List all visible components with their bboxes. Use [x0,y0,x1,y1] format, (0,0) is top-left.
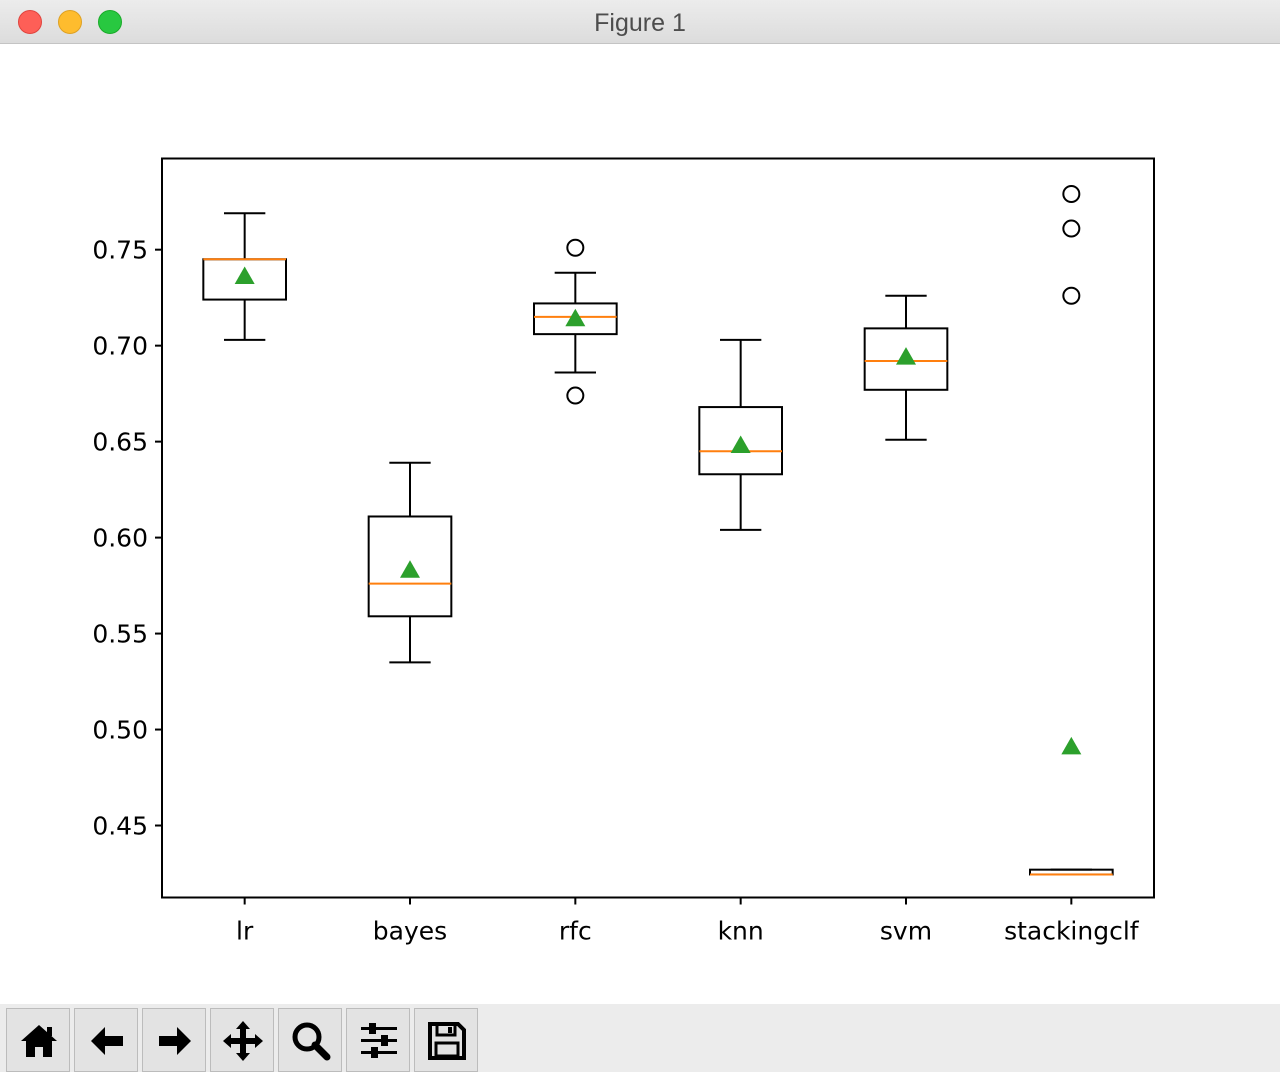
title-bar[interactable]: Figure 1 [0,0,1280,44]
y-tick-label: 0.70 [92,332,148,361]
arrow-left-icon [91,1027,123,1055]
configure-subplots-button[interactable] [346,1008,410,1072]
mean-marker [234,266,255,285]
x-tick-label: lr [236,917,254,946]
maximize-window-button[interactable] [98,10,122,34]
outlier-point [566,386,585,405]
box-group-svm [863,294,949,441]
mean-marker [565,308,586,327]
outlier-point [1062,185,1081,204]
save-button[interactable] [414,1008,478,1072]
close-window-button[interactable] [18,10,42,34]
x-axis: lr bayes rfc knn svm stackingclf [236,897,1140,946]
outlier-point [1062,286,1081,305]
mean-marker [1061,736,1082,755]
x-tick-label: knn [718,917,764,946]
box-group-rfc [533,238,618,405]
iqr-box [863,327,949,391]
boxes-layer [202,185,1114,876]
mean-marker [400,560,420,578]
box-plot-chart: 0.45 0.50 0.55 0.60 0.65 0.70 0.75 lr bayes rfc k… [92,157,1155,946]
home-icon [21,1025,57,1057]
box-group-knn [698,338,783,531]
iqr-box [367,515,453,618]
y-tick-label: 0.45 [92,812,148,841]
x-tick-label: bayes [373,917,447,946]
move-icon [223,1021,263,1061]
pan-button[interactable] [210,1008,274,1072]
home-button[interactable] [6,1008,70,1072]
minimize-window-button[interactable] [58,10,82,34]
box-group-bayes [367,461,453,664]
y-tick-label: 0.55 [92,620,148,649]
x-tick-label: stackingclf [1004,917,1140,946]
window-title: Figure 1 [594,9,686,37]
navigation-toolbar [0,1004,1280,1072]
y-axis: 0.45 0.50 0.55 0.60 0.65 0.70 0.75 [92,236,162,841]
forward-button[interactable] [142,1008,206,1072]
outlier-point [566,238,585,257]
iqr-box [698,406,783,476]
y-tick-label: 0.75 [92,236,148,265]
x-tick-label: rfc [559,917,592,946]
axes-frame [161,157,1155,899]
y-tick-label: 0.60 [92,524,148,553]
zoom-button[interactable] [278,1008,342,1072]
save-icon [428,1022,466,1060]
mean-marker [896,347,916,365]
iqr-box [533,302,618,336]
mean-marker [730,435,751,453]
zoom-icon [292,1022,331,1061]
y-tick-label: 0.50 [92,716,148,745]
sliders-icon [361,1023,397,1058]
back-button[interactable] [74,1008,138,1072]
arrow-right-icon [159,1027,191,1055]
box-group-lr [202,212,287,341]
box-group-stackingclf [1029,185,1114,876]
y-tick-label: 0.65 [92,428,148,457]
figure-canvas[interactable]: 0.45 0.50 0.55 0.60 0.65 0.70 0.75 lr bayes rfc k… [0,44,1280,1004]
outlier-point [1062,219,1081,238]
x-tick-label: svm [880,917,932,946]
